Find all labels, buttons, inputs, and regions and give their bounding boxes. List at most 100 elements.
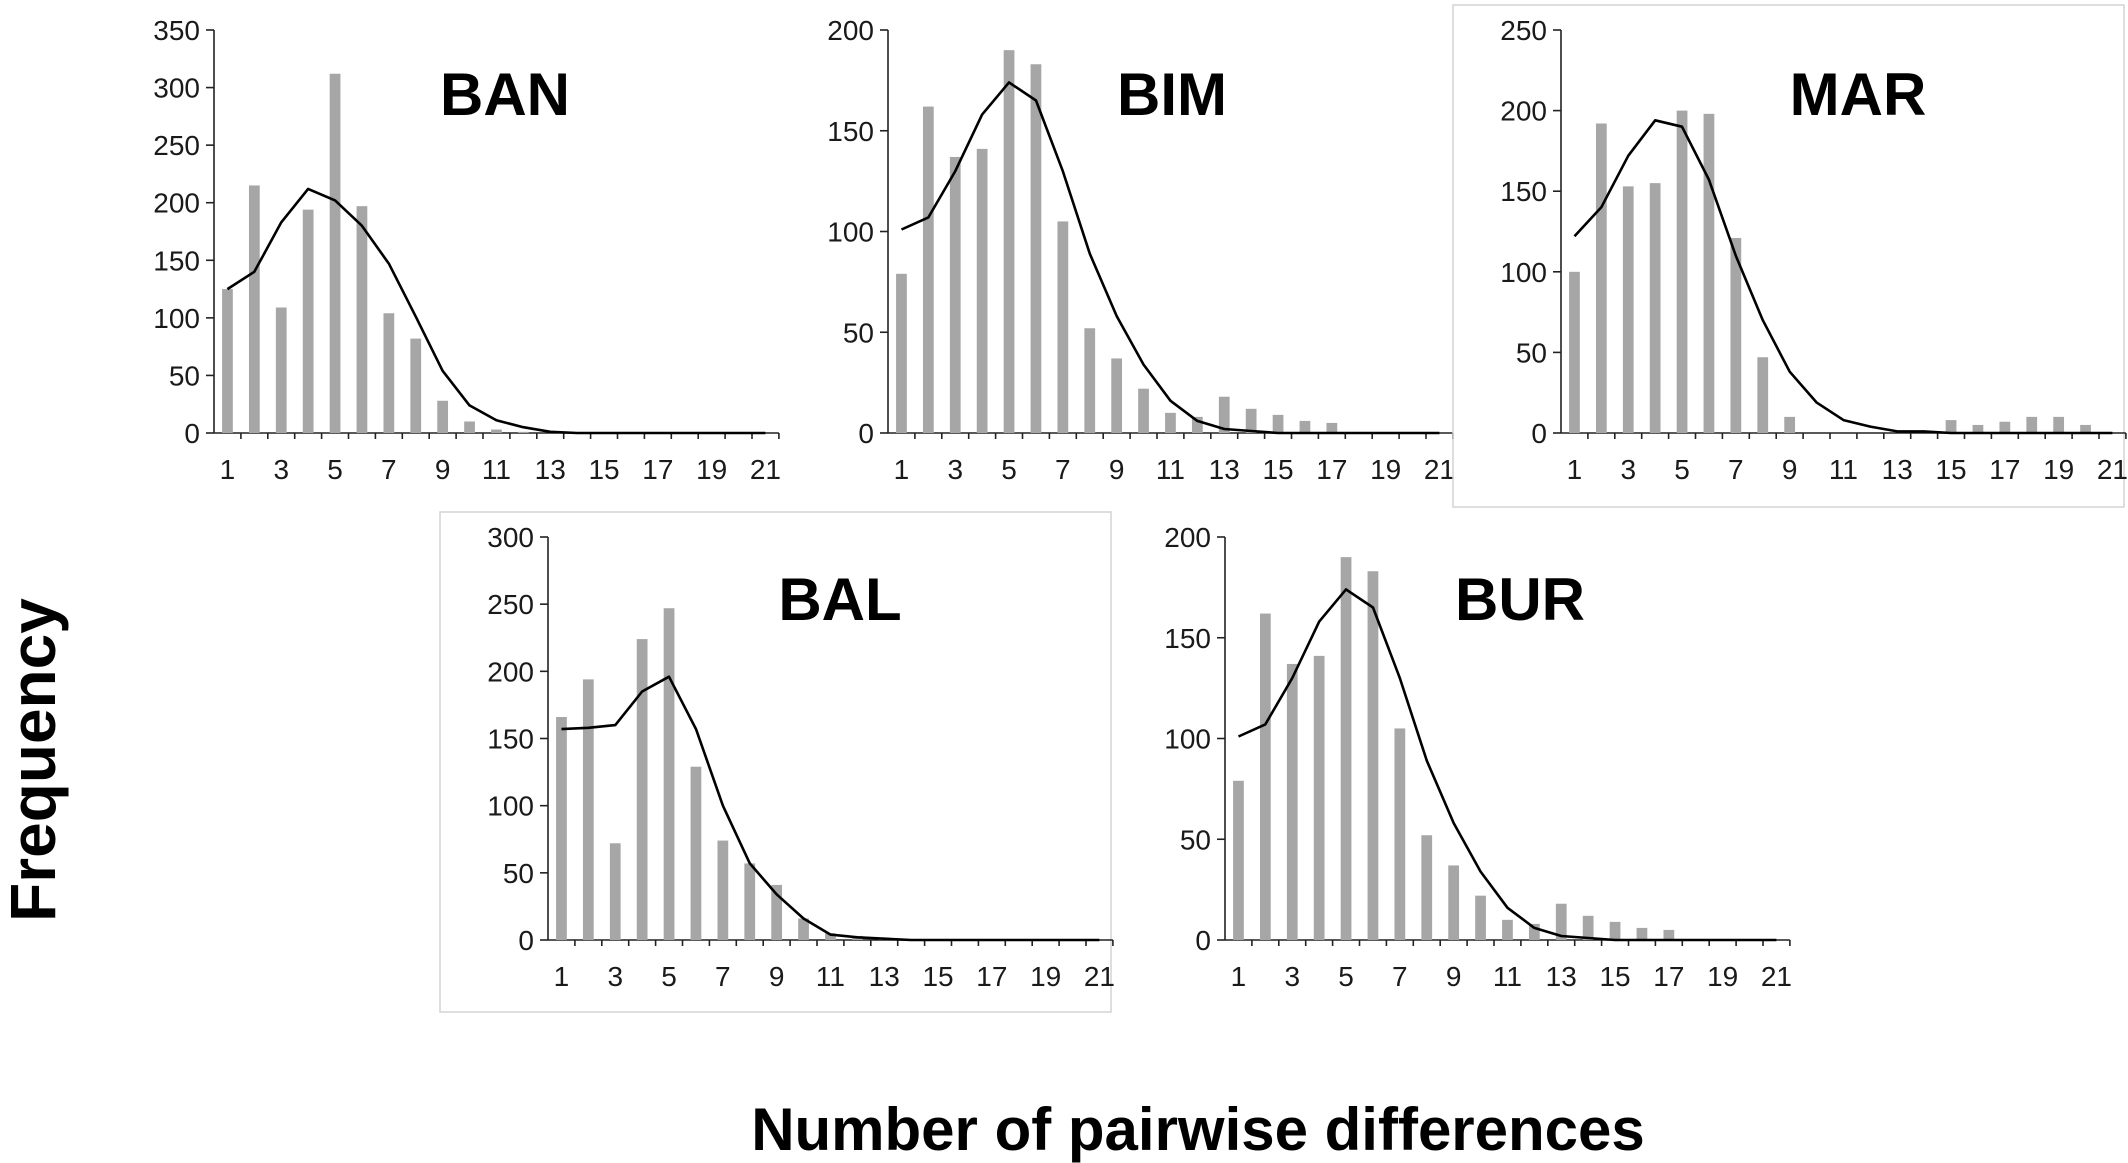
x-tick-label: 7 (715, 961, 731, 992)
x-tick-label: 9 (435, 454, 451, 485)
bar (1313, 655, 1325, 940)
y-tick-label: 0 (1531, 418, 1547, 449)
bar (1030, 64, 1042, 433)
bar (1609, 921, 1621, 940)
x-tick-label: 17 (1989, 454, 2020, 485)
x-tick-label: 9 (1782, 454, 1798, 485)
x-tick-label: 19 (1707, 961, 1738, 992)
x-tick-label: 15 (1599, 961, 1630, 992)
bar (1569, 271, 1580, 433)
figure-ylabel: Frequency (0, 598, 69, 922)
x-tick-label: 5 (327, 454, 343, 485)
bar (383, 313, 395, 433)
bar (1394, 728, 1406, 940)
y-tick-label: 100 (153, 303, 200, 334)
bar (1218, 396, 1230, 433)
x-tick-label: 17 (1316, 454, 1347, 485)
x-tick-label: 11 (482, 454, 511, 485)
bar (1703, 113, 1715, 433)
x-tick-label: 3 (607, 961, 623, 992)
y-tick-label: 100 (1500, 257, 1547, 288)
x-tick-label: 5 (1338, 961, 1354, 992)
y-tick-label: 50 (503, 858, 534, 889)
x-tick-label: 15 (922, 961, 953, 992)
y-tick-label: 350 (153, 15, 200, 46)
bar (798, 918, 809, 940)
x-tick-label: 21 (1084, 961, 1115, 992)
bar (1757, 357, 1769, 433)
x-tick-label: 9 (769, 961, 785, 992)
x-tick-label: 19 (2043, 454, 2074, 485)
x-tick-label: 1 (1231, 961, 1247, 992)
x-tick-label: 3 (1284, 961, 1300, 992)
y-tick-label: 250 (153, 130, 200, 161)
x-tick-label: 7 (1055, 454, 1071, 485)
bar (1286, 663, 1298, 940)
x-tick-label: 13 (535, 454, 566, 485)
bar (1448, 865, 1460, 940)
panel-title: MAR (1790, 61, 1927, 128)
x-tick-label: 11 (816, 961, 845, 992)
bar (1272, 414, 1284, 433)
bar (1999, 421, 2011, 433)
bar (1299, 420, 1311, 433)
bar (896, 273, 907, 433)
x-tick-label: 5 (661, 961, 677, 992)
x-tick-label: 1 (1567, 454, 1583, 485)
x-tick-label: 13 (1882, 454, 1913, 485)
x-tick-label: 13 (1209, 454, 1240, 485)
y-tick-label: 300 (153, 73, 200, 104)
bar (1421, 835, 1433, 940)
bar (329, 73, 341, 434)
bar (1367, 571, 1379, 940)
y-tick-label: 200 (487, 656, 534, 687)
x-tick-label: 11 (1829, 454, 1858, 485)
bar (1528, 923, 1540, 940)
panel-title: BIM (1117, 61, 1227, 128)
y-tick-label: 100 (487, 791, 534, 822)
x-tick-label: 1 (220, 454, 236, 485)
panel-title: BAN (440, 61, 570, 128)
x-tick-label: 21 (1424, 454, 1455, 485)
x-tick-label: 21 (750, 454, 781, 485)
panel-title: BUR (1455, 566, 1585, 633)
x-tick-label: 3 (1620, 454, 1636, 485)
bar (1784, 416, 1796, 433)
bar (609, 843, 621, 940)
x-tick-label: 9 (1446, 961, 1462, 992)
bar (1475, 895, 1486, 940)
bar (410, 338, 422, 433)
bar (222, 289, 233, 433)
x-tick-label: 11 (1156, 454, 1185, 485)
bar (582, 679, 594, 940)
y-tick-label: 0 (1195, 925, 1211, 956)
bar (690, 766, 702, 940)
bar (2080, 424, 2091, 433)
bar (1582, 915, 1594, 940)
bar (1972, 424, 1984, 433)
bar (1676, 110, 1688, 433)
y-tick-label: 200 (1164, 522, 1211, 553)
y-tick-label: 150 (153, 245, 200, 276)
bar (1233, 780, 1244, 940)
bar (491, 429, 502, 433)
bar (464, 421, 475, 433)
bar (717, 840, 729, 940)
y-tick-label: 200 (827, 15, 874, 46)
x-tick-label: 19 (1370, 454, 1401, 485)
y-tick-label: 250 (1500, 15, 1547, 46)
bar (1259, 613, 1271, 940)
y-tick-label: 0 (518, 925, 534, 956)
x-tick-label: 1 (554, 961, 570, 992)
bar (1636, 927, 1648, 940)
bar (556, 717, 567, 940)
panel-title: BAL (778, 566, 901, 633)
x-tick-label: 7 (381, 454, 397, 485)
x-tick-label: 11 (1493, 961, 1522, 992)
bar (922, 106, 934, 433)
bar (1340, 557, 1352, 940)
